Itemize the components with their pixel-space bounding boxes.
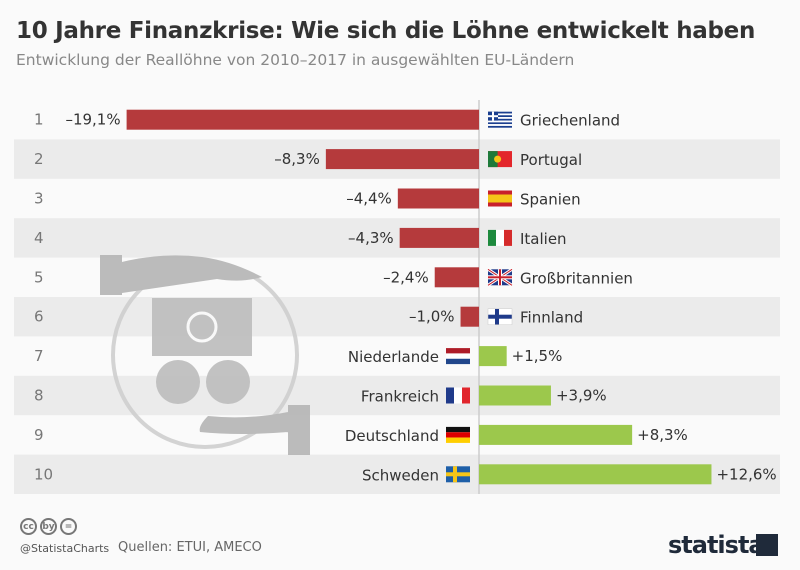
- rank-label: 7: [34, 347, 44, 365]
- flag-germany-icon: [446, 426, 470, 443]
- value-label: –4,4%: [346, 190, 392, 208]
- row-band: [14, 375, 780, 416]
- country-label: Italien: [520, 230, 567, 248]
- rank-label: 1: [34, 111, 44, 129]
- rank-label: 9: [34, 426, 44, 444]
- twitter-handle[interactable]: @StatistaCharts: [20, 542, 110, 555]
- country-label: Griechenland: [520, 112, 620, 130]
- bar-großbritannien: [434, 267, 479, 288]
- country-label: Großbritannien: [520, 269, 633, 287]
- rank-label: 6: [34, 308, 44, 326]
- bar-spanien: [397, 188, 479, 209]
- rank-label: 8: [34, 387, 44, 405]
- value-label: –2,4%: [383, 268, 429, 286]
- bar-portugal: [325, 149, 479, 170]
- value-label: +12,6%: [716, 465, 776, 483]
- statista-logo-icon: [756, 534, 778, 556]
- rank-label: 3: [34, 190, 44, 208]
- flag-greece-icon: [488, 111, 512, 128]
- chart-title: 10 Jahre Finanzkrise: Wie sich die Löhne…: [16, 18, 756, 44]
- flag-finland-icon: [487, 308, 513, 325]
- row-band: [14, 218, 780, 258]
- flag-uk-icon: [487, 268, 513, 287]
- value-label: –1,0%: [409, 308, 455, 326]
- rank-label: 10: [34, 465, 53, 483]
- bar-niederlande: [479, 346, 507, 367]
- flag-netherlands-icon: [446, 348, 470, 365]
- country-label: Deutschland: [345, 427, 439, 445]
- row-band: [14, 297, 780, 337]
- value-label: +3,9%: [556, 387, 607, 405]
- bar-schweden: [479, 464, 712, 485]
- value-label: –8,3%: [274, 150, 320, 168]
- statista-logo[interactable]: statista: [668, 531, 765, 559]
- rank-label: 5: [34, 268, 44, 286]
- cc-icon: cc: [20, 518, 37, 535]
- flag-spain-icon: [488, 190, 512, 207]
- country-label: Finnland: [520, 309, 583, 327]
- rank-label: 2: [34, 150, 44, 168]
- bar-finnland: [460, 306, 479, 327]
- bar-frankreich: [479, 385, 551, 406]
- value-label: +8,3%: [637, 426, 688, 444]
- flag-france-icon: [446, 387, 470, 404]
- rank-label: 4: [34, 229, 44, 247]
- bar-deutschland: [479, 424, 633, 445]
- flag-sweden-icon: [446, 466, 470, 483]
- flag-italy-icon: [488, 229, 512, 246]
- chart-subtitle: Entwicklung der Reallöhne von 2010–2017 …: [16, 51, 575, 69]
- no-derivatives-icon: =: [60, 518, 77, 535]
- value-label: –19,1%: [65, 111, 120, 129]
- country-label: Frankreich: [361, 388, 439, 406]
- country-label: Spanien: [520, 191, 581, 209]
- value-label: +1,5%: [512, 347, 563, 365]
- bar-italien: [399, 227, 479, 248]
- bar-griechenland: [126, 109, 479, 130]
- flag-portugal-icon: [488, 151, 512, 168]
- sources: Quellen: ETUI, AMECO: [118, 540, 262, 555]
- country-label: Niederlande: [348, 348, 439, 366]
- money-hands-illustration: [100, 255, 310, 455]
- country-label: Schweden: [362, 466, 439, 484]
- creative-commons-icons: cc by =: [20, 518, 77, 535]
- value-label: –4,3%: [348, 229, 394, 247]
- country-label: Portugal: [520, 151, 582, 169]
- attribution-icon: by: [40, 518, 57, 535]
